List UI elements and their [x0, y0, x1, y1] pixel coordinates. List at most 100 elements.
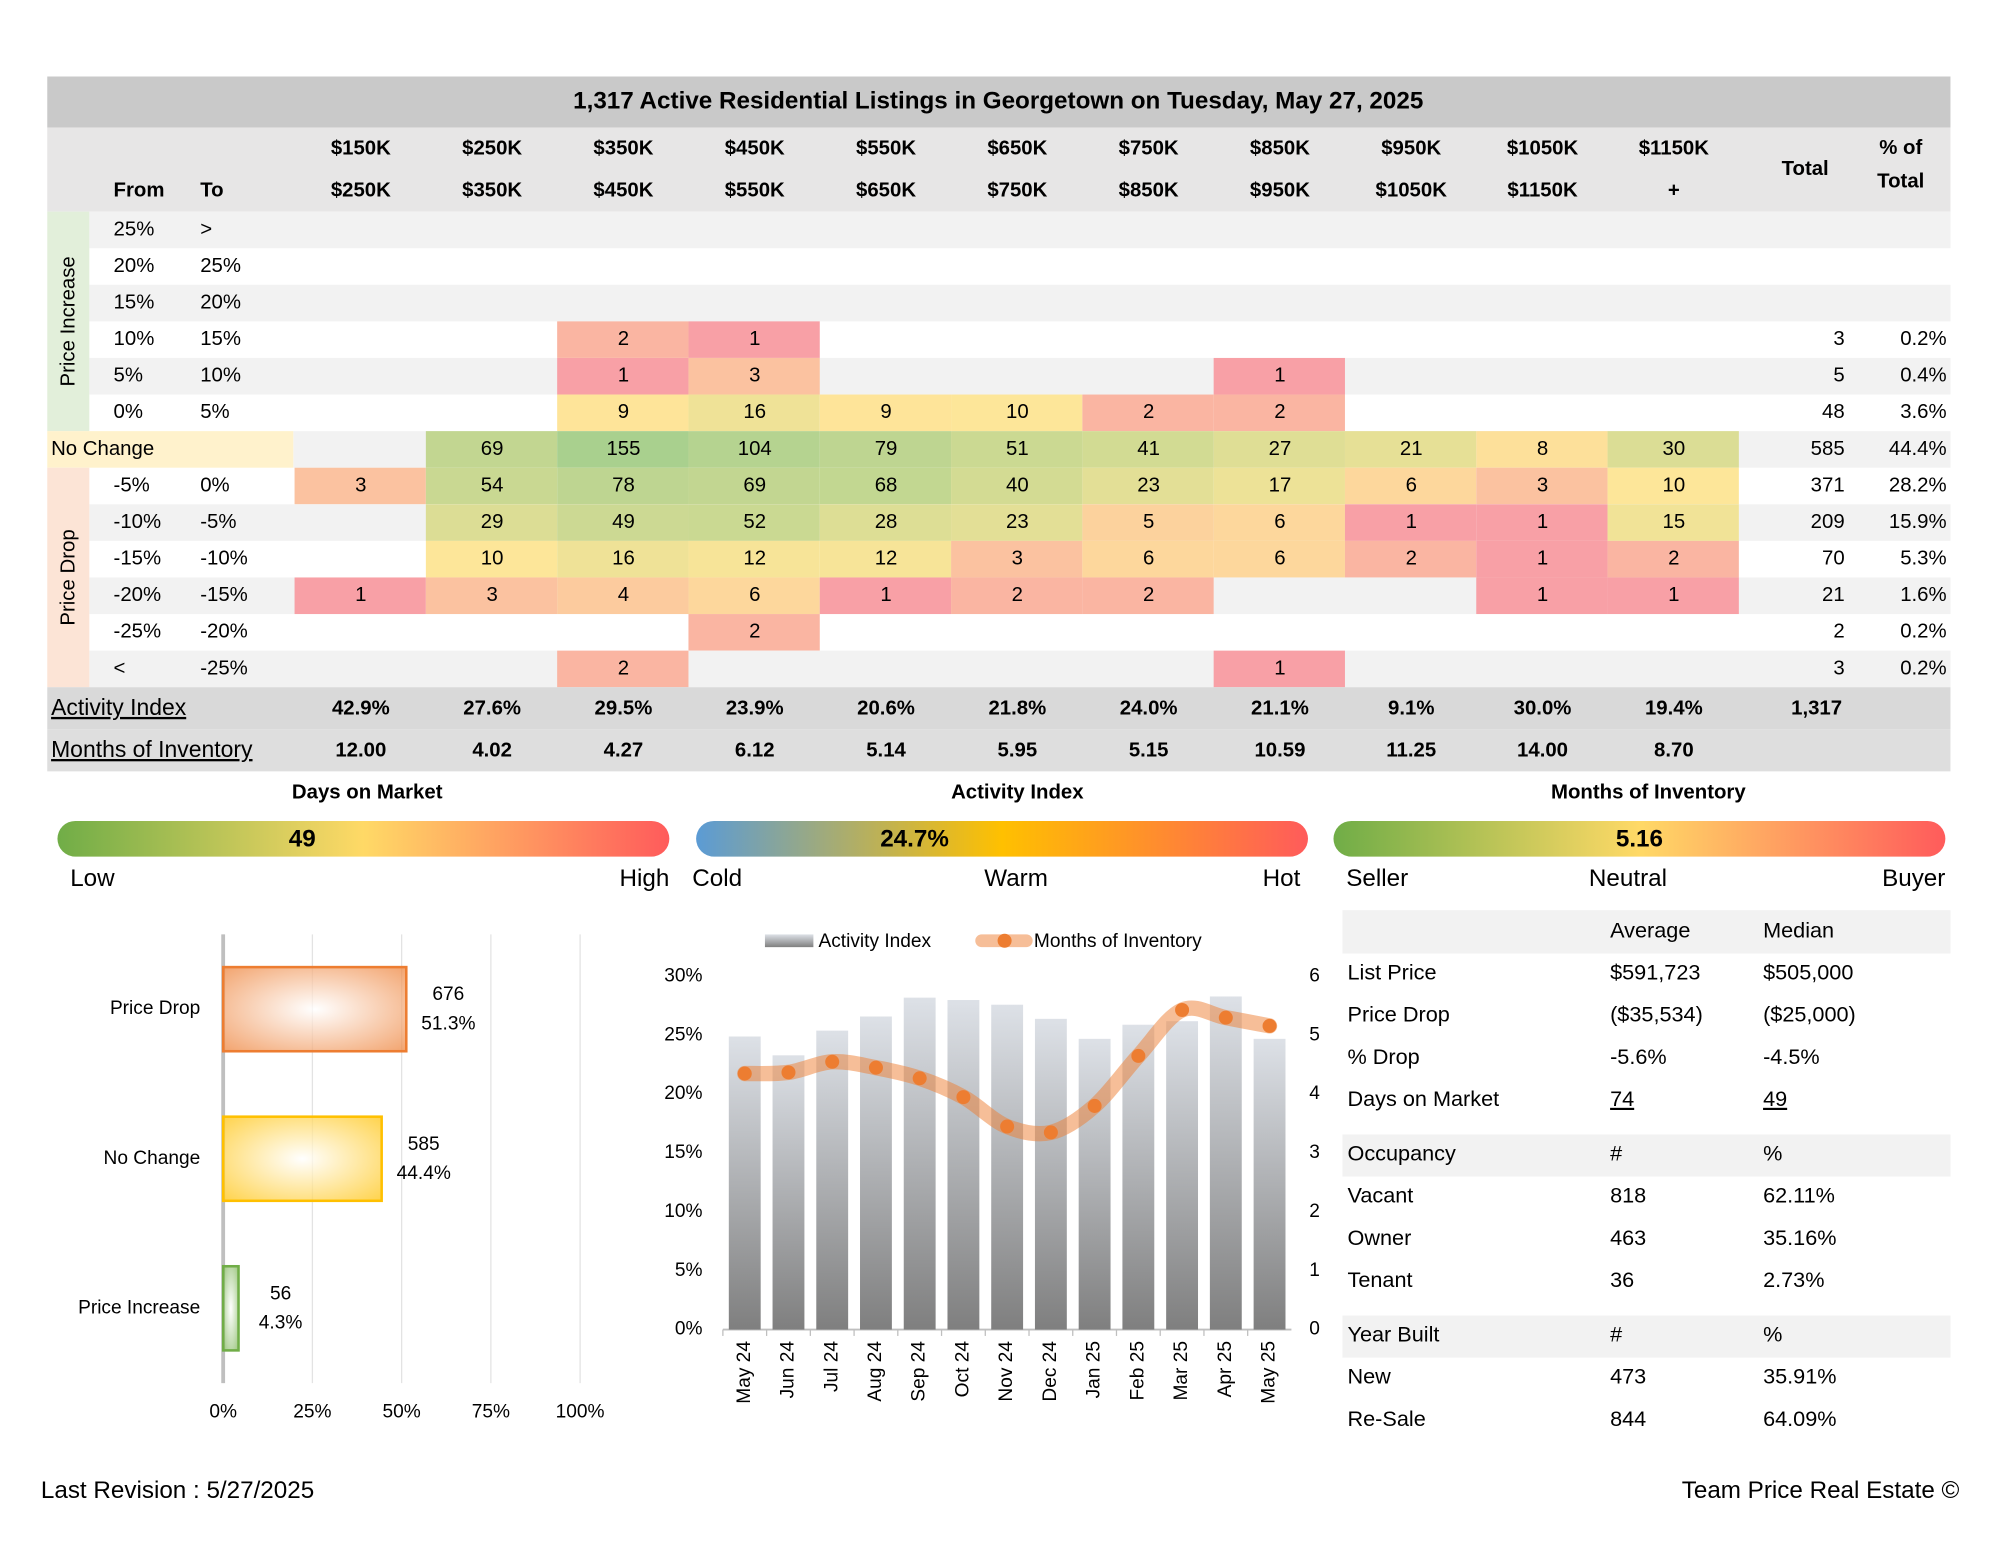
line-marker — [1000, 1119, 1015, 1134]
heat-cell — [557, 577, 689, 615]
line-marker — [781, 1065, 796, 1080]
row-total: 2 — [1833, 621, 1844, 643]
section-label: No Change — [51, 438, 154, 460]
heat-cell — [425, 577, 558, 615]
heat-cell — [819, 467, 952, 505]
row-bg — [89, 357, 1951, 395]
cell-value: 1 — [1406, 511, 1417, 533]
value-label: 51.3% — [421, 1014, 475, 1035]
heat-cell — [688, 614, 820, 651]
bar — [947, 1000, 980, 1330]
heat-cell — [1082, 394, 1214, 432]
cell-value: 3 — [1012, 548, 1023, 570]
gauge-bar — [1333, 820, 1946, 857]
summary-value: 9.1% — [1388, 697, 1434, 719]
col-header-top: $1150K — [1639, 138, 1710, 160]
stats-value: 473 — [1610, 1364, 1646, 1389]
heat-cell — [819, 540, 952, 578]
cell-value: 2 — [1143, 584, 1154, 606]
x-tick-label: 25% — [293, 1401, 331, 1422]
heat-cell — [951, 467, 1083, 505]
y-tick-label: 5% — [675, 1260, 703, 1281]
cell-value: 6 — [1274, 511, 1285, 533]
heat-cell — [425, 467, 558, 505]
cell-value: 1 — [749, 328, 760, 350]
cell-value: 23 — [1006, 511, 1029, 533]
heat-cell — [1082, 431, 1214, 468]
from-label: -15% — [114, 548, 162, 570]
stats-section-header: # — [1610, 1322, 1622, 1347]
stats-value: 64.09% — [1763, 1406, 1836, 1431]
cell-value: 2 — [1274, 401, 1285, 423]
col-header-top: $350K — [593, 138, 653, 160]
line-marker — [868, 1060, 883, 1075]
cell-value: 9 — [880, 401, 891, 423]
legend-label: Activity Index — [818, 931, 931, 952]
stats-section-bg — [1342, 1134, 1951, 1177]
x-tick-label: 100% — [556, 1401, 605, 1422]
heat-cell — [557, 467, 689, 505]
cell-value: 78 — [612, 474, 635, 496]
stats-value: 2.73% — [1763, 1267, 1824, 1292]
stats-label: Days on Market — [1348, 1086, 1500, 1111]
to-label: -25% — [200, 657, 248, 679]
to-label: 10% — [200, 365, 241, 387]
stats-value: ($25,000) — [1763, 1002, 1856, 1027]
stats-section-header: Occupancy — [1348, 1141, 1457, 1166]
summary-value: 14.00 — [1517, 739, 1568, 761]
stats-value: $591,723 — [1610, 960, 1700, 985]
row-pct: 1.6% — [1900, 584, 1946, 606]
x-tick-label: Oct 24 — [952, 1341, 973, 1398]
heat-cell — [425, 504, 558, 541]
cell-value: 2 — [1012, 584, 1023, 606]
bar — [1166, 1021, 1199, 1330]
y2-tick-label: 2 — [1309, 1201, 1320, 1222]
stats-header-bg — [1342, 910, 1951, 954]
summary-total: 1,317 — [1791, 697, 1842, 719]
heat-cell — [688, 431, 820, 468]
heat-cell — [1607, 577, 1739, 615]
heat-cell — [1344, 504, 1477, 541]
y2-tick-label: 1 — [1309, 1260, 1320, 1281]
y2-tick-label: 3 — [1309, 1142, 1320, 1163]
line-marker — [956, 1090, 971, 1105]
to-label: -20% — [200, 621, 248, 643]
legend-label: Months of Inventory — [1034, 931, 1202, 952]
stats-section-header: % — [1763, 1141, 1782, 1166]
x-tick-label: Jan 25 — [1084, 1341, 1105, 1398]
header-bar — [47, 127, 1951, 212]
y2-tick-label: 4 — [1309, 1083, 1320, 1104]
summary-bg — [47, 687, 1951, 730]
stats-value: -5.6% — [1610, 1044, 1667, 1069]
col-header-top: $450K — [725, 138, 785, 160]
stats-value: $505,000 — [1763, 960, 1853, 985]
heat-cell — [1213, 394, 1345, 432]
cell-value: 69 — [743, 474, 766, 496]
cell-value: 6 — [749, 584, 760, 606]
x-tick-label: May 25 — [1259, 1341, 1280, 1404]
heat-cell — [1082, 540, 1214, 578]
summary-value: 8.70 — [1654, 739, 1694, 761]
summary-label[interactable]: Activity Index — [51, 694, 187, 720]
x-tick-label: 50% — [383, 1401, 421, 1422]
x-tick-label: May 24 — [734, 1341, 755, 1404]
heat-cell — [1344, 540, 1477, 578]
summary-value: 4.02 — [472, 739, 512, 761]
summary-label[interactable]: Months of Inventory — [51, 736, 253, 762]
stats-link[interactable]: 49 — [1763, 1086, 1787, 1111]
footer-right: Team Price Real Estate © — [1682, 1477, 1960, 1504]
stats-label: Vacant — [1348, 1183, 1414, 1208]
col-header-bottom: $650K — [856, 180, 916, 202]
heat-cell — [1476, 467, 1608, 505]
from-label: < — [114, 657, 126, 679]
row-total: 21 — [1822, 584, 1845, 606]
stats-link[interactable]: 74 — [1610, 1086, 1634, 1111]
from-header: From — [114, 180, 165, 202]
cell-value: 52 — [743, 511, 766, 533]
cell-value: 69 — [481, 438, 504, 460]
summary-value: 21.1% — [1251, 697, 1309, 719]
col-header-top: $250K — [462, 138, 522, 160]
summary-value: 29.5% — [595, 697, 653, 719]
bar — [903, 997, 936, 1330]
